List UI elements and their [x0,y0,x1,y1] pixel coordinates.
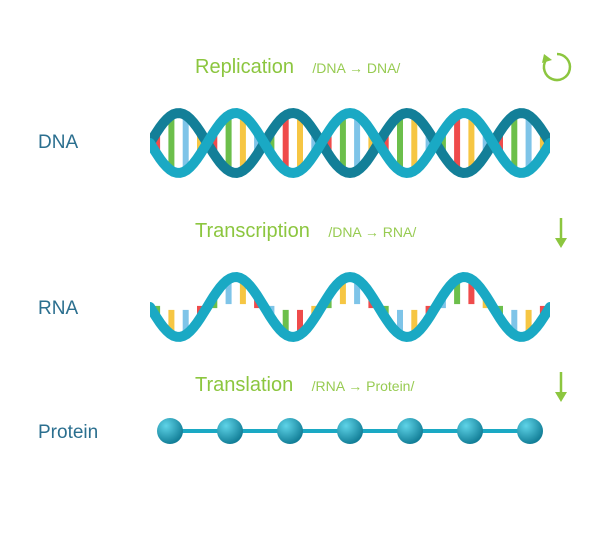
dna-molecule [150,100,550,191]
central-dogma-diagram: DNA RNA Protein Replication /DNA → DNA/ … [0,0,612,542]
translation-label: Translation /RNA → Protein/ [195,374,414,397]
down-arrow-icon [552,370,570,409]
replication-label: Replication /DNA → DNA/ [195,56,400,79]
transcription-sub: /DNA → RNA/ [328,224,416,240]
translation-main: Translation [195,374,293,396]
protein-label: Protein [38,422,98,444]
transcription-main: Transcription [195,220,310,242]
replication-main: Replication [195,56,294,78]
replication-sub: /DNA → DNA/ [312,60,400,76]
rna-molecule [150,264,550,355]
protein-molecule [150,414,550,453]
rna-label: RNA [38,298,78,320]
loop-icon [540,50,574,89]
down-arrow-icon [552,216,570,255]
translation-sub: /RNA → Protein/ [312,378,415,394]
transcription-label: Transcription /DNA → RNA/ [195,220,416,243]
dna-label: DNA [38,132,78,154]
